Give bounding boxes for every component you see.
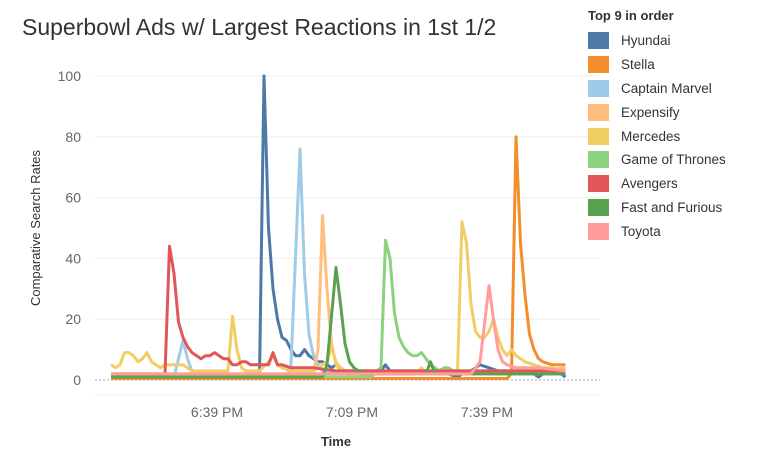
legend-label: Hyundai [621, 33, 671, 49]
x-tick-label: 7:09 PM [326, 404, 378, 420]
legend-swatch [588, 103, 609, 121]
y-tick-label: 0 [73, 372, 81, 388]
gridlines [95, 75, 600, 396]
legend-label: Avengers [621, 176, 678, 192]
legend-swatch [588, 151, 609, 169]
series-lines [110, 74, 567, 380]
legend-swatch [588, 222, 609, 240]
legend-item[interactable]: Game of Thrones [588, 148, 726, 172]
x-axis-title: Time [321, 434, 351, 449]
legend-label: Game of Thrones [621, 152, 726, 168]
legend-item[interactable]: Stella [588, 53, 726, 77]
legend-swatch [588, 127, 609, 145]
legend-item[interactable]: Hyundai [588, 29, 726, 53]
legend-swatch [588, 198, 609, 216]
legend-label: Mercedes [621, 128, 681, 144]
series-line-fast-and-furious [111, 266, 566, 379]
y-tick-label: 20 [65, 311, 81, 327]
legend-item[interactable]: Fast and Furious [588, 196, 726, 220]
y-tick-label: 100 [58, 68, 82, 84]
legend-item[interactable]: Toyota [588, 219, 726, 243]
legend-label: Toyota [621, 223, 661, 239]
y-axis-ticks: 0 20 40 60 80 100 [58, 68, 82, 388]
legend-item[interactable]: Mercedes [588, 124, 726, 148]
chart-title: Superbowl Ads w/ Largest Reactions in 1s… [22, 14, 497, 40]
legend: Top 9 in order Hyundai Stella Captain Marv… [588, 8, 726, 243]
legend-label: Captain Marvel [621, 80, 712, 96]
legend-label: Fast and Furious [621, 199, 723, 215]
series-line-toyota [111, 284, 566, 376]
legend-swatch [588, 32, 609, 50]
y-tick-label: 60 [65, 190, 81, 206]
y-tick-label: 80 [65, 129, 81, 145]
series-line-game-of-thrones [111, 238, 566, 379]
y-tick-label: 40 [65, 250, 81, 266]
legend-item[interactable]: Avengers [588, 172, 726, 196]
legend-item[interactable]: Captain Marvel [588, 77, 726, 101]
series-line-avengers [111, 244, 566, 376]
y-axis-title: Comparative Search Rates [28, 149, 43, 306]
x-tick-label: 7:39 PM [461, 404, 513, 420]
legend-label: Expensify [621, 104, 680, 120]
x-tick-label: 6:39 PM [191, 404, 243, 420]
legend-swatch [588, 175, 609, 193]
x-axis-ticks: 6:39 PM 7:09 PM 7:39 PM [191, 404, 513, 420]
legend-item[interactable]: Expensify [588, 100, 726, 124]
legend-swatch [588, 56, 609, 74]
legend-title: Top 9 in order [588, 8, 674, 23]
legend-label: Stella [621, 57, 655, 73]
legend-swatch [588, 79, 609, 97]
